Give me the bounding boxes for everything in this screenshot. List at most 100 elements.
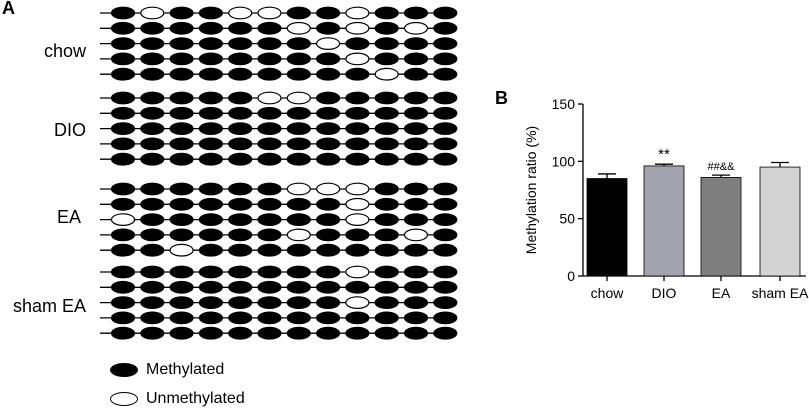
methylated-site xyxy=(198,296,223,310)
methylated-site xyxy=(257,296,282,310)
methylated-site xyxy=(228,311,253,325)
methylated-site xyxy=(316,265,341,279)
methylated-site xyxy=(198,197,223,211)
methylated-site xyxy=(169,137,194,151)
methylated-site xyxy=(345,152,370,166)
panel-a-letter: A xyxy=(2,0,15,18)
methylated-site xyxy=(345,311,370,325)
methylated-site xyxy=(433,197,458,211)
methylated-site xyxy=(374,91,399,105)
methylated-site xyxy=(374,243,399,257)
unmethylated-site xyxy=(286,182,311,196)
methylated-site xyxy=(257,52,282,66)
unmethylated-site xyxy=(345,197,370,211)
bar-dio xyxy=(643,165,685,277)
methylated-site xyxy=(110,52,136,66)
methylated-site xyxy=(169,106,194,120)
methylated-site xyxy=(198,213,223,227)
methylated-site xyxy=(228,106,253,120)
methylated-site xyxy=(286,326,311,340)
methylated-site xyxy=(169,326,194,340)
methylated-site xyxy=(257,213,282,227)
methylated-site xyxy=(403,296,429,310)
methylated-site xyxy=(140,197,165,211)
methylated-site xyxy=(169,197,194,211)
unmethylated-site xyxy=(345,182,370,196)
methylated-site xyxy=(286,280,311,294)
unmethylated-site xyxy=(257,6,282,20)
methylated-site xyxy=(169,152,194,166)
methylated-site xyxy=(403,311,429,325)
methylated-site xyxy=(316,137,341,151)
unmethylated-site xyxy=(110,213,136,227)
methylated-site xyxy=(169,213,194,227)
group-label-dio: DIO xyxy=(54,120,87,140)
methylated-site xyxy=(228,228,253,242)
legend-methylated: Methylated xyxy=(110,361,224,379)
methylated-site xyxy=(403,6,429,20)
methylated-site xyxy=(286,213,311,227)
methylated-site xyxy=(110,280,136,294)
methylated-site xyxy=(110,21,136,35)
methylated-site xyxy=(433,326,458,340)
methylated-site xyxy=(345,228,370,242)
methylated-site xyxy=(286,311,311,325)
methylated-site xyxy=(345,280,370,294)
methylated-site xyxy=(433,122,458,136)
legend-methylated-label: Methylated xyxy=(146,361,225,378)
methylated-site xyxy=(110,137,136,151)
methylated-site xyxy=(257,326,282,340)
y-tick-label: 100 xyxy=(552,153,576,169)
y-tick-label: 150 xyxy=(552,96,576,112)
methylated-site xyxy=(374,311,399,325)
unmethylated-site xyxy=(286,91,311,105)
methylated-site xyxy=(257,265,282,279)
methylated-site xyxy=(433,228,458,242)
methylated-site xyxy=(198,243,223,257)
methylated-site xyxy=(374,21,399,35)
methylated-site xyxy=(169,37,194,50)
unmethylated-site xyxy=(169,243,194,257)
methylated-site xyxy=(169,6,194,20)
methylated-site xyxy=(316,197,341,211)
methylated-site xyxy=(433,152,458,166)
methylated-site xyxy=(374,6,399,20)
methylated-site xyxy=(286,137,311,151)
methylated-site xyxy=(403,265,429,279)
methylated-site xyxy=(140,21,165,35)
methylated-site xyxy=(403,182,429,196)
methylated-site xyxy=(374,197,399,211)
methylated-site xyxy=(198,106,223,120)
methylated-site xyxy=(198,280,223,294)
unmethylated-site xyxy=(403,21,429,35)
methylated-site xyxy=(140,137,165,151)
methylated-site xyxy=(286,106,311,120)
methylated-site xyxy=(257,182,282,196)
methylated-site xyxy=(374,122,399,136)
methylated-site xyxy=(433,311,458,325)
methylated-site xyxy=(345,91,370,105)
unmethylated-oval-icon xyxy=(110,392,138,406)
methylated-site xyxy=(286,37,311,50)
methylated-site xyxy=(198,37,223,50)
x-tick-label: EA xyxy=(712,285,731,301)
panel-b-letter: B xyxy=(495,88,508,108)
methylated-site xyxy=(110,296,136,310)
methylated-site xyxy=(198,21,223,35)
methylated-site xyxy=(374,137,399,151)
methylated-site xyxy=(140,311,165,325)
methylated-site xyxy=(316,228,341,242)
methylated-site xyxy=(110,228,136,242)
methylated-site xyxy=(110,67,136,81)
bar-ea xyxy=(700,176,742,277)
unmethylated-site xyxy=(345,6,370,20)
methylated-site xyxy=(228,21,253,35)
methylated-site xyxy=(316,91,341,105)
methylated-site xyxy=(169,265,194,279)
methylated-site xyxy=(228,243,253,257)
methylated-site xyxy=(140,213,165,227)
methylated-site xyxy=(140,280,165,294)
methylated-site xyxy=(140,52,165,66)
methylated-site xyxy=(433,106,458,120)
